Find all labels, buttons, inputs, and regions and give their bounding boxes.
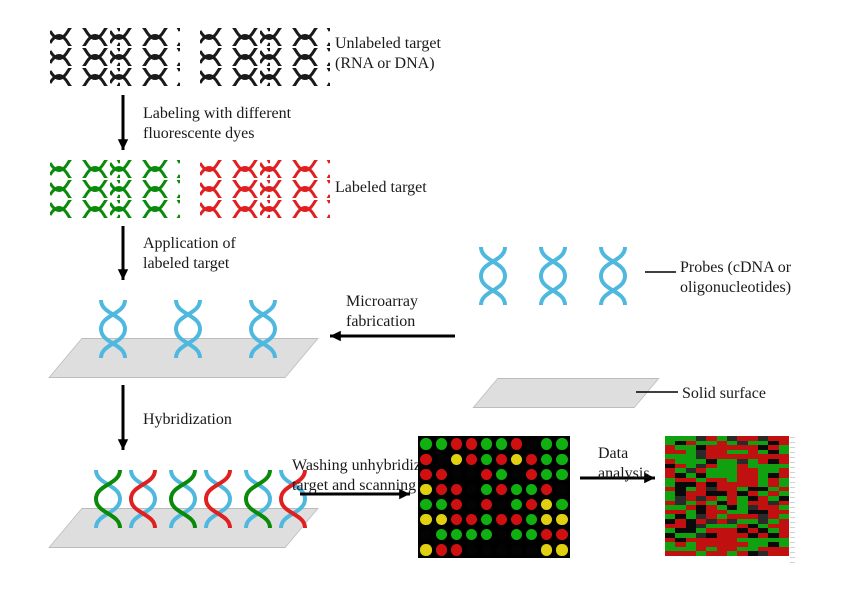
labeled-red-helix: [260, 200, 330, 218]
labeling-label-1: Labeling with different: [143, 104, 291, 124]
application-label-2: labeled target: [143, 254, 229, 274]
labeling-label-2: fluorescente dyes: [143, 124, 255, 144]
microarray-scan-image: [418, 436, 570, 558]
hybridized-helix-icon: [240, 470, 264, 516]
hybridized-helix-icon: [165, 470, 189, 516]
solid-surface-label: Solid surface: [682, 384, 766, 404]
data-label-1: Data: [598, 444, 628, 464]
probe-on-chip-icon: [245, 300, 273, 348]
data-label-2: analysis: [598, 464, 650, 484]
diagram-canvas: Unlabeled target(RNA or DNA) Labeling wit…: [0, 0, 850, 592]
labeled-target-label: Labeled target: [335, 178, 427, 198]
probes-label-1: Probes (cDNA or: [680, 258, 791, 278]
hybridized-helix-icon: [125, 470, 149, 516]
labeled-red-helix: [260, 160, 330, 178]
probe-icon: [595, 247, 631, 305]
labeled-green-helix: [110, 160, 180, 178]
probe-icon: [535, 247, 571, 305]
hybridized-helix-icon: [200, 470, 224, 516]
application-label-1: Application of: [143, 234, 236, 254]
unlabeled-left-helix: [110, 28, 180, 46]
unlabeled-right-helix: [260, 48, 330, 66]
probe-on-chip-icon: [170, 300, 198, 348]
unlabeled-target-label-1: Unlabeled target: [335, 34, 441, 54]
unlabeled-left-helix: [110, 68, 180, 86]
probe-icon: [475, 247, 511, 305]
labeled-green-helix: [110, 180, 180, 198]
washing-label-2: target and scanning: [292, 476, 416, 496]
hybridized-helix-icon: [90, 470, 114, 516]
unlabeled-target-label-2: (RNA or DNA): [335, 54, 435, 74]
microarray-label-2: fabrication: [346, 312, 415, 332]
unlabeled-right-helix: [260, 28, 330, 46]
hybridization-label: Hybridization: [143, 410, 232, 430]
heatmap-row-labels: ——————————————————————————: [790, 436, 795, 556]
heatmap-image: [665, 436, 789, 556]
microarray-label-1: Microarray: [346, 292, 418, 312]
probe-on-chip-icon: [95, 300, 123, 348]
unlabeled-left-helix: [110, 48, 180, 66]
probes-label-2: oligonucleotides): [680, 278, 791, 298]
labeled-red-helix: [260, 180, 330, 198]
washing-label-1: Washing unhybridized: [292, 456, 436, 476]
unlabeled-right-helix: [260, 68, 330, 86]
